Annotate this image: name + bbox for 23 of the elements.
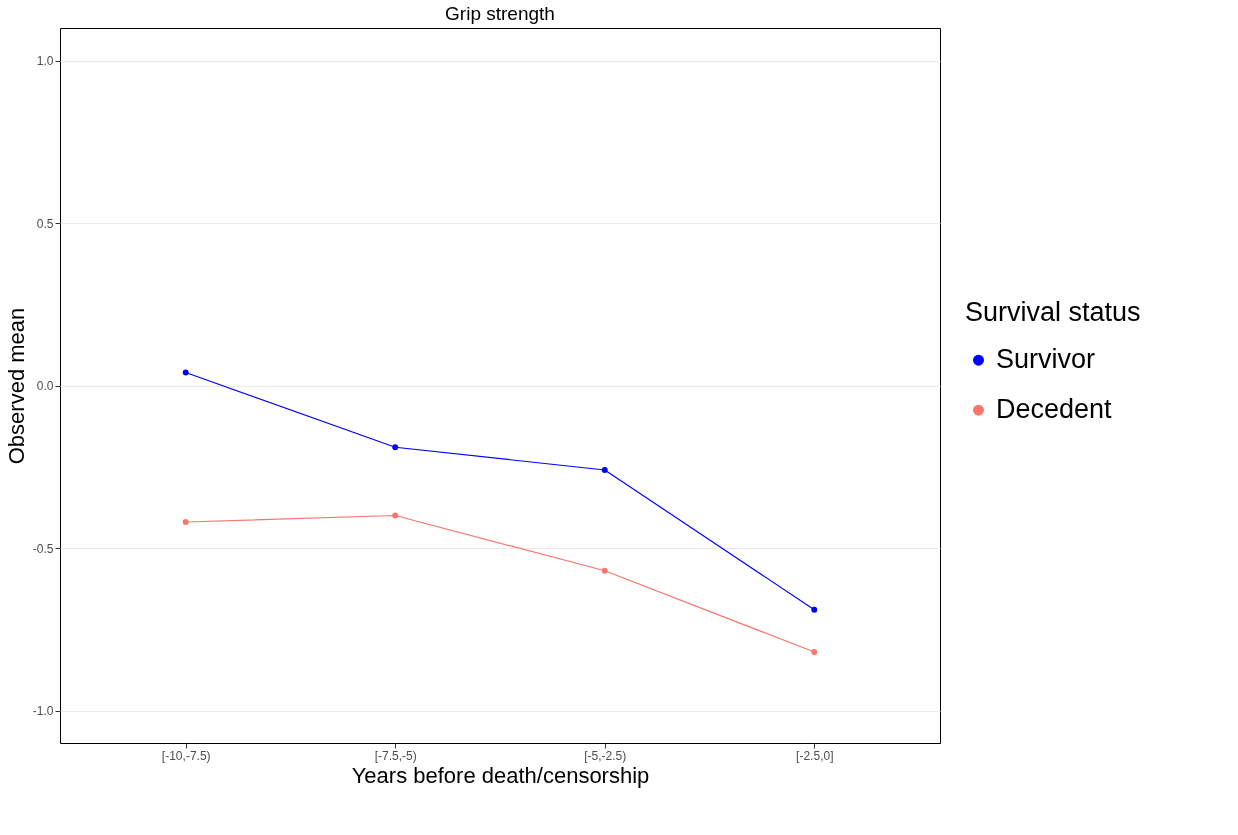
y-tick-label: 1.0 xyxy=(36,54,54,68)
legend-label: Survivor xyxy=(996,344,1096,375)
point xyxy=(182,519,189,525)
legend-label: Decedent xyxy=(996,394,1113,425)
point xyxy=(601,567,608,574)
legend-title: Survival status xyxy=(965,296,1141,327)
y-axis-title: Observed mean xyxy=(3,307,29,465)
chart-title: Grip strength xyxy=(445,3,555,24)
x-tick-label: [-2.5,0] xyxy=(796,748,834,763)
point xyxy=(392,512,399,519)
point xyxy=(392,444,399,451)
point xyxy=(811,606,818,613)
point xyxy=(811,649,818,655)
x-axis-title: Years before death/censorship xyxy=(351,762,650,788)
y-tick-label: -1.0 xyxy=(32,704,54,718)
x-tick-label: [-10,-7.5) xyxy=(161,748,211,763)
point xyxy=(601,467,608,473)
y-tick-label: 0.5 xyxy=(36,216,54,231)
x-tick-label: [-5,-2.5) xyxy=(584,748,627,763)
y-tick-label: -0.5 xyxy=(32,541,54,556)
y-tick-label: 0.0 xyxy=(36,379,54,393)
point xyxy=(182,369,189,376)
x-tick-label: [-7.5,-5) xyxy=(374,748,417,763)
